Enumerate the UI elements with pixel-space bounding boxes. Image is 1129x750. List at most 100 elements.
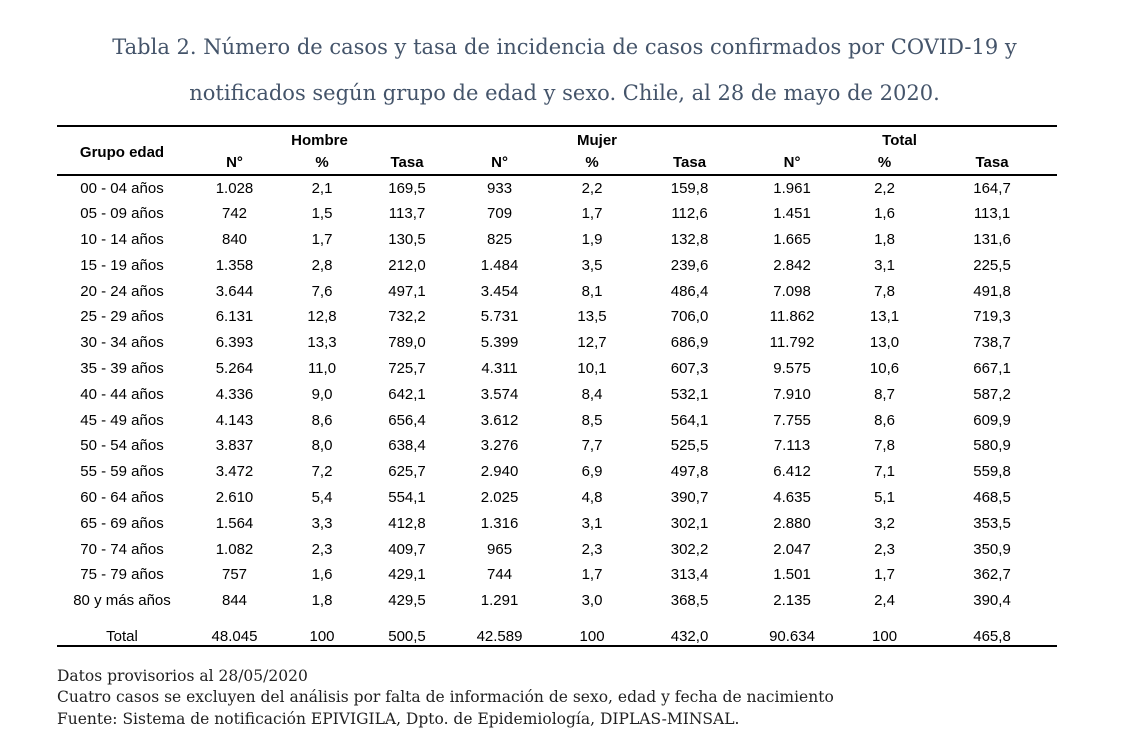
value-cell: 1,7 xyxy=(581,205,603,223)
value-cell: 1,6 xyxy=(874,205,895,223)
value-cell: 3.276 xyxy=(480,437,519,455)
value-cell: 5.399 xyxy=(480,334,519,352)
age-group-label: 10 - 14 años xyxy=(80,230,164,248)
age-group-label: 30 - 34 años xyxy=(80,334,164,352)
footnote-line: Cuatro casos se excluyen del análisis po… xyxy=(57,688,834,707)
table-row: 10 - 14 años 840 1,7 130,5 825 1,9 132,8 1.665 1… xyxy=(57,227,1057,253)
table-row: 35 - 39 años 5.264 11,0 725,7 4.311 10,1 607,3… xyxy=(57,356,1057,382)
table-row: 75 - 79 años 757 1,6 429,1 744 1,7 313,4 1.501 1… xyxy=(57,562,1057,588)
value-cell: 5,4 xyxy=(311,488,333,506)
total-row: Total 48.045 100 500,5 42.589 100 432,0 … xyxy=(57,614,1057,646)
footnote-line: Datos provisorios al 28/05/2020 xyxy=(57,666,308,685)
value-cell: 2.842 xyxy=(773,256,811,274)
value-cell: 725,7 xyxy=(388,359,426,377)
value-cell: 2,3 xyxy=(311,540,333,558)
value-cell: 7,8 xyxy=(874,437,895,455)
value-cell: 7.113 xyxy=(773,437,811,455)
age-group-label: 45 - 49 años xyxy=(80,411,164,429)
group-header-total: Total xyxy=(882,131,917,149)
age-group-label: 35 - 39 años xyxy=(80,359,164,377)
value-cell: 732,2 xyxy=(388,308,426,326)
data-table: Grupo edad Hombre Mujer Total N° % Tasa … xyxy=(57,125,1058,647)
value-cell: 559,8 xyxy=(973,463,1011,481)
value-cell: 1.028 xyxy=(215,179,254,197)
total-value-cell: 100 xyxy=(579,627,605,645)
value-cell: 313,4 xyxy=(670,566,709,584)
col-header-hombre-pct: % xyxy=(315,153,329,171)
table-row: 25 - 29 años 6.131 12,8 732,2 5.731 13,5 706,0… xyxy=(57,304,1057,330)
table-footer: Total 48.045 100 500,5 42.589 100 432,0 … xyxy=(57,614,1057,646)
value-cell: 3.612 xyxy=(480,411,519,429)
value-cell: 5.731 xyxy=(480,308,519,326)
value-cell: 2,4 xyxy=(874,592,895,610)
value-cell: 1,8 xyxy=(874,230,895,248)
value-cell: 525,5 xyxy=(670,437,709,455)
value-cell: 1,9 xyxy=(581,230,603,248)
value-cell: 10,6 xyxy=(869,359,900,377)
age-group-label: 50 - 54 años xyxy=(80,437,164,455)
value-cell: 8,0 xyxy=(311,437,333,455)
value-cell: 8,1 xyxy=(581,282,603,300)
table-row: 00 - 04 años 1.028 2,1 169,5 933 2,2 159,8 1.96… xyxy=(57,175,1057,201)
value-cell: 9.575 xyxy=(773,359,811,377)
value-cell: 390,7 xyxy=(670,488,709,506)
table-row: 50 - 54 años 3.837 8,0 638,4 3.276 7,7 525,5 7.… xyxy=(57,433,1057,459)
total-value-cell: 100 xyxy=(309,627,335,645)
total-value-cell: 42.589 xyxy=(476,627,523,645)
value-cell: 2.047 xyxy=(773,540,811,558)
table-header: Grupo edad Hombre Mujer Total N° % Tasa … xyxy=(57,126,1058,175)
table-row: 20 - 24 años 3.644 7,6 497,1 3.454 8,1 486,4 7.… xyxy=(57,278,1057,304)
value-cell: 4.311 xyxy=(481,359,518,377)
value-cell: 1.316 xyxy=(480,514,519,532)
age-group-label: 70 - 74 años xyxy=(80,540,164,558)
value-cell: 7,1 xyxy=(874,463,895,481)
value-cell: 225,5 xyxy=(973,256,1011,274)
value-cell: 1.564 xyxy=(215,514,254,532)
table-title-line-2: notificados según grupo de edad y sexo. … xyxy=(189,81,940,105)
table-row: 05 - 09 años 742 1,5 113,7 709 1,7 112,6 1.451 1… xyxy=(57,201,1057,227)
col-header-total-pct: % xyxy=(877,153,892,171)
value-cell: 368,5 xyxy=(670,592,709,610)
value-cell: 13,0 xyxy=(869,334,900,352)
col-header-mujer-n: N° xyxy=(491,153,508,171)
value-cell: 686,9 xyxy=(670,334,709,352)
value-cell: 667,1 xyxy=(973,359,1011,377)
value-cell: 11.862 xyxy=(769,308,815,326)
col-header-mujer-tasa: Tasa xyxy=(672,153,707,171)
table-title-line-1: Tabla 2. Número de casos y tasa de incid… xyxy=(112,35,1017,59)
table-row: 15 - 19 años 1.358 2,8 212,0 1.484 3,5 239,6 2.… xyxy=(57,252,1057,278)
value-cell: 2.610 xyxy=(215,488,254,506)
value-cell: 9,0 xyxy=(311,385,333,403)
value-cell: 429,5 xyxy=(388,592,426,610)
table-row: 80 y más años 844 1,8 429,5 1.291 3,0 368,5 2.1… xyxy=(57,588,1057,614)
value-cell: 302,2 xyxy=(670,540,709,558)
col-header-mujer-pct: % xyxy=(585,153,599,171)
header-sub-row: N° % Tasa N° % Tasa N° % Tasa xyxy=(57,150,1057,175)
value-cell: 1,5 xyxy=(311,205,333,223)
value-cell: 362,7 xyxy=(973,566,1011,584)
value-cell: 113,1 xyxy=(973,205,1011,223)
value-cell: 390,4 xyxy=(973,592,1011,610)
table-row: 60 - 64 años 2.610 5,4 554,1 2.025 4,8 390,7 4.… xyxy=(57,485,1057,511)
value-cell: 11.792 xyxy=(769,334,815,352)
value-cell: 1,7 xyxy=(581,566,603,584)
footnote-line: Fuente: Sistema de notificación EPIVIGIL… xyxy=(57,709,740,728)
value-cell: 3.472 xyxy=(215,463,254,481)
value-cell: 13,5 xyxy=(577,308,607,326)
value-cell: 2.880 xyxy=(773,514,811,532)
value-cell: 429,1 xyxy=(388,566,426,584)
total-value-cell: 500,5 xyxy=(388,627,426,645)
table-row: 70 - 74 años 1.082 2,3 409,7 965 2,3 302,2 2.04… xyxy=(57,536,1057,562)
value-cell: 159,8 xyxy=(670,179,709,197)
age-group-label: 60 - 64 años xyxy=(80,488,164,506)
col-header-total-tasa: Tasa xyxy=(975,153,1009,171)
value-cell: 7.910 xyxy=(773,385,811,403)
value-cell: 1.501 xyxy=(773,566,811,584)
table-row: 55 - 59 años 3.472 7,2 625,7 2.940 6,9 497,8 6.… xyxy=(57,459,1057,485)
total-row-label: Total xyxy=(106,627,138,645)
value-cell: 12,8 xyxy=(307,308,337,326)
value-cell: 709 xyxy=(487,205,513,223)
value-cell: 7,2 xyxy=(311,463,333,481)
value-cell: 112,6 xyxy=(671,205,708,223)
